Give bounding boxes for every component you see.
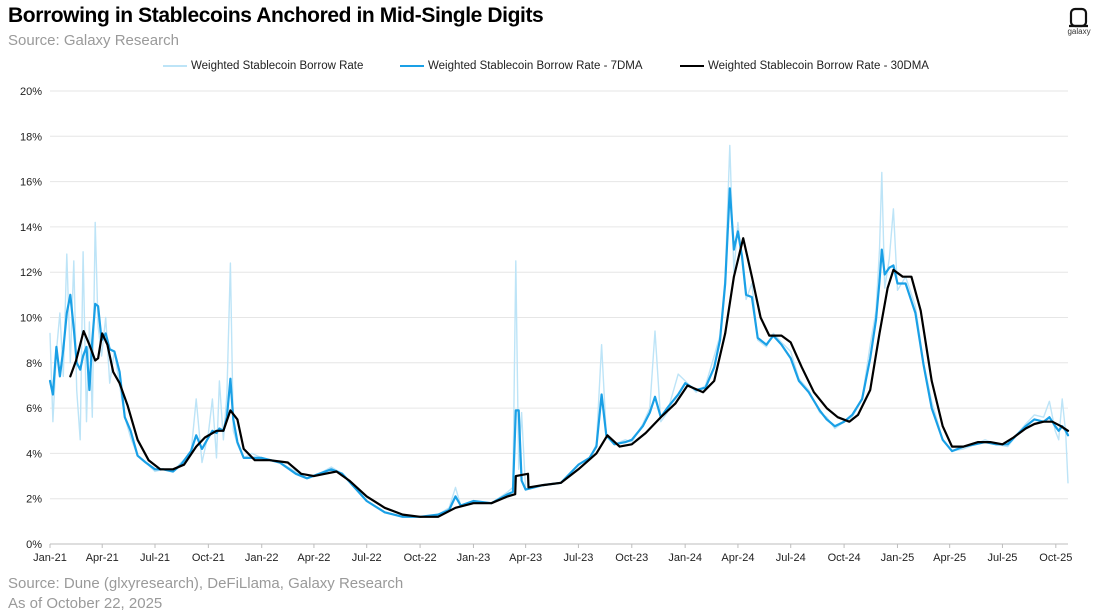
y-tick-label: 4% — [26, 448, 42, 460]
y-tick-label: 6% — [26, 403, 42, 415]
series-line-30dma — [69, 237, 1070, 518]
y-tick-label: 8% — [26, 358, 42, 370]
chart-title: Borrowing in Stablecoins Anchored in Mid… — [8, 4, 544, 27]
chart-subtitle: Source: Galaxy Research — [8, 32, 179, 49]
x-tick-label: Apr-24 — [721, 552, 754, 564]
x-tick-label: Jan-22 — [245, 552, 279, 564]
y-tick-label: 0% — [26, 539, 42, 551]
series-lines — [48, 144, 1070, 518]
legend-label-7dma: Weighted Stablecoin Borrow Rate - 7DMA — [428, 60, 643, 72]
legend: Weighted Stablecoin Borrow Rate Weighted… — [0, 60, 1100, 80]
x-tick-label: Jul-25 — [987, 552, 1017, 564]
x-tick-label: Oct-21 — [192, 552, 225, 564]
x-tick-label: Jul-21 — [140, 552, 170, 564]
legend-item-30dma: Weighted Stablecoin Borrow Rate - 30DMA — [680, 60, 929, 72]
y-tick-label: 16% — [20, 177, 42, 189]
galaxy-logo-icon — [1069, 7, 1088, 28]
x-tick-label: Jul-22 — [352, 552, 382, 564]
legend-swatch-raw — [163, 65, 187, 67]
y-tick-label: 10% — [20, 313, 42, 325]
legend-item-raw: Weighted Stablecoin Borrow Rate — [163, 60, 363, 72]
x-tick-label: Jan-23 — [457, 552, 491, 564]
x-tick-label: Oct-25 — [1039, 552, 1072, 564]
x-tick-label: Oct-22 — [404, 552, 437, 564]
footer-source: Source: Dune (glxyresearch), DeFiLlama, … — [8, 575, 404, 592]
y-tick-label: 18% — [20, 131, 42, 143]
x-tick-label: Apr-22 — [297, 552, 330, 564]
logo-wordmark: galaxy — [1067, 27, 1091, 36]
y-tick-label: 14% — [20, 222, 42, 234]
x-tick-label: Jan-24 — [668, 552, 702, 564]
x-tick-label: Apr-21 — [86, 552, 119, 564]
x-tick-label: Apr-25 — [933, 552, 966, 564]
y-tick-label: 12% — [20, 267, 42, 279]
x-tick-label: Jan-25 — [881, 552, 915, 564]
x-tick-label: Apr-23 — [509, 552, 542, 564]
y-tick-label: 20% — [20, 86, 42, 98]
legend-swatch-7dma — [400, 65, 424, 67]
series-line-7dma — [48, 187, 1070, 518]
legend-swatch-30dma — [680, 65, 704, 67]
x-axis: Jan-21 Apr-21 Jul-21 Oct-21 Jan-22 Apr-22 Jul-… — [33, 543, 1072, 564]
legend-label-30dma: Weighted Stablecoin Borrow Rate - 30DMA — [708, 60, 929, 72]
legend-label-raw: Weighted Stablecoin Borrow Rate — [191, 60, 364, 72]
series-line-raw — [49, 144, 1069, 518]
x-tick-label: Oct-24 — [828, 552, 861, 564]
legend-item-7dma: Weighted Stablecoin Borrow Rate - 7DMA — [400, 60, 643, 72]
x-tick-label: Jul-23 — [563, 552, 593, 564]
x-tick-label: Jan-21 — [33, 552, 67, 564]
x-tick-label: Jul-24 — [776, 552, 806, 564]
footer-as-of: As of October 22, 2025 — [8, 595, 163, 612]
x-tick-label: Oct-23 — [615, 552, 648, 564]
gridlines — [50, 90, 1068, 500]
y-axis: 0% 2% 4% 6% 8% 10% 12% 14% 16% 18% 20% — [20, 86, 42, 551]
y-tick-label: 2% — [26, 494, 42, 506]
